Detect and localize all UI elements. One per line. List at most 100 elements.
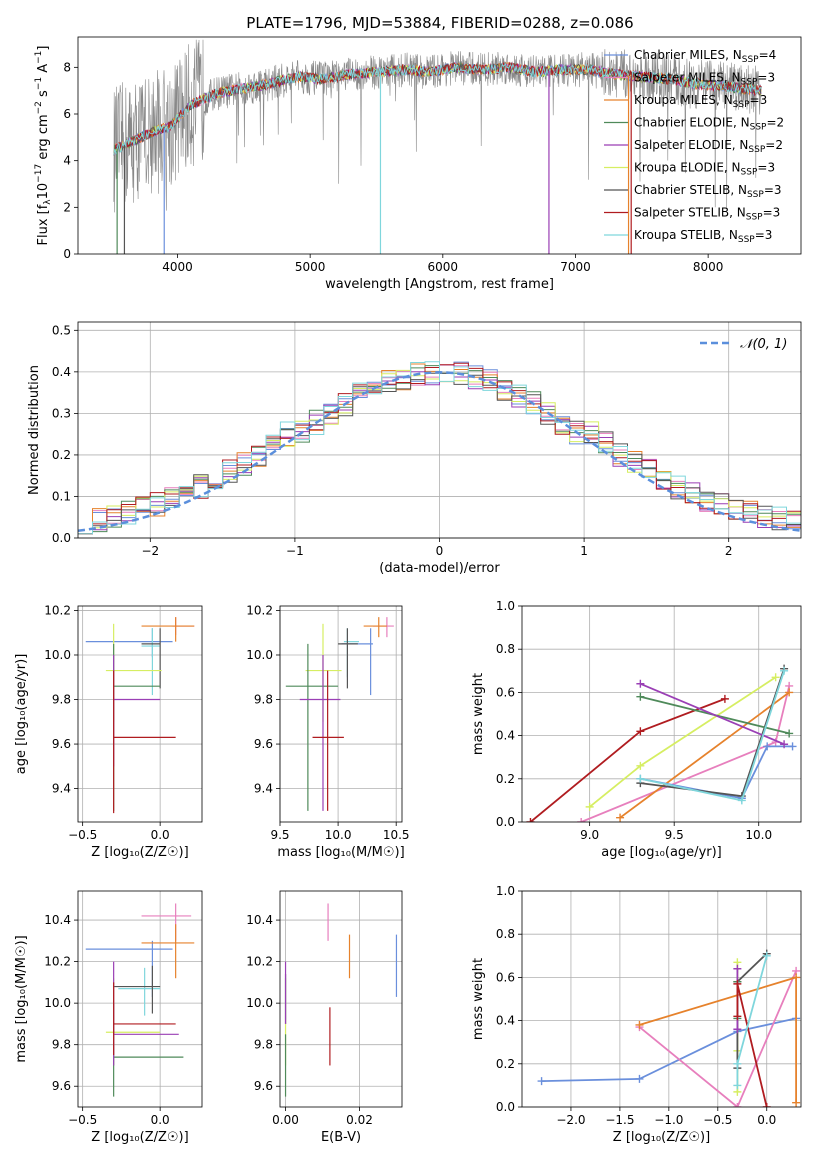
- x-axis-label: E(B-V): [321, 1130, 361, 1145]
- series-marker: [577, 818, 586, 822]
- series-marker: [733, 979, 742, 988]
- y-axis-label-part: ]: [36, 46, 51, 51]
- x-axis-label: mass [log₁₀(M/M☉)]: [277, 845, 404, 860]
- legend-entry-end: =3: [755, 228, 773, 242]
- legend-entry: Salpeter ELODIE, NSSP=2: [634, 138, 783, 155]
- series-marker: [771, 673, 780, 682]
- plot-area: [537, 949, 801, 1107]
- series-marker: [636, 727, 645, 736]
- x-tick-label: 10.5: [383, 828, 410, 842]
- panel-2: −0.5 0.0 9.4 9.6 9.8 10.0 10.2 Z [log₁₀(Z/Z☉)] a…: [14, 603, 203, 860]
- legend-entry-end: =3: [757, 71, 775, 85]
- panel-6: 0.00 0.02 9.6 9.8 10.0 10.2 10.4 E(B-V): [246, 890, 403, 1145]
- series-marker: [635, 1020, 644, 1029]
- y-axis-label: Flux [fλ10−17 erg cm−2 s−1 A−1]: [34, 46, 53, 246]
- model-spectrum-line: [113, 62, 762, 156]
- legend-entry-sub: SSP: [741, 78, 758, 88]
- series-marker: [636, 692, 645, 701]
- axes-frame: [77, 36, 802, 255]
- panel-5: −0.5 0.0 9.6 9.8 10.0 10.2 10.4 Z [log₁₀(Z/Z☉)]…: [14, 890, 203, 1145]
- y-axis-label: mass [log₁₀(M/M☉)]: [14, 935, 29, 1062]
- panel-3: 9.5 10.0 10.5 9.4 9.6 9.8 10.0 10.2 mass [log₁₀(…: [246, 603, 409, 860]
- x-tick-label: 9.5: [665, 828, 684, 842]
- legend-entry: Kroupa ELODIE, NSSP=3: [634, 161, 775, 178]
- series-marker: [788, 742, 797, 751]
- legend-entry-main: Salpeter STELIB, N: [634, 206, 746, 220]
- x-tick-label: 7000: [560, 260, 591, 274]
- y-tick-label: 0.4: [496, 729, 515, 743]
- x-axis-label: Z [log₁₀(Z/Z☉)]: [91, 1130, 188, 1145]
- legend-entry-main: Kroupa ELODIE, N: [634, 161, 741, 175]
- normal-pdf-line: [78, 371, 801, 532]
- series-marker: [733, 1081, 742, 1090]
- series-marker: [733, 964, 742, 973]
- series-marker: [792, 1098, 801, 1107]
- series-marker: [792, 973, 801, 982]
- x-tick-label: −1.5: [605, 1113, 634, 1127]
- plot-area: [113, 39, 762, 254]
- y-axis-label-part: −17: [34, 164, 44, 183]
- axes-frame: [521, 890, 802, 1108]
- x-tick-label: 0.0: [151, 1113, 170, 1127]
- legend-entry: Salpeter MILES, NSSP=3: [634, 71, 775, 88]
- x-axis-label: Z [log₁₀(Z/Z☉)]: [91, 845, 188, 860]
- y-tick-label: 9.4: [254, 782, 273, 796]
- legend-entry-main: Kroupa MILES, N: [634, 93, 733, 107]
- y-tick-label: 0.6: [496, 970, 515, 984]
- legend-entry: Chabrier MILES, NSSP=4: [634, 48, 776, 65]
- x-tick-label: 0.0: [151, 828, 170, 842]
- y-axis-label-part: λ: [43, 199, 53, 205]
- y-tick-label: 0.4: [52, 365, 71, 379]
- y-tick-label: 10.0: [44, 996, 71, 1010]
- legend-entry-main: Chabrier ELODIE, N: [634, 116, 750, 130]
- x-axis-label: (data-model)/error: [379, 561, 500, 576]
- legend-entry-main: Chabrier MILES, N: [634, 48, 742, 62]
- x-tick-label: 10.0: [745, 828, 772, 842]
- x-tick-label: −2: [141, 544, 159, 558]
- series-marker: [537, 1077, 546, 1086]
- legend-entry-main: Salpeter ELODIE, N: [634, 138, 748, 152]
- y-tick-label: 9.8: [52, 1038, 71, 1052]
- legend-entry-sub: SSP: [738, 235, 755, 245]
- series-line: [541, 1017, 797, 1082]
- y-tick-label: 10.2: [246, 955, 273, 969]
- y-tick-label: 0.4: [496, 1014, 515, 1028]
- y-tick-label: 1.0: [496, 884, 515, 898]
- series-marker: [785, 688, 794, 697]
- legend-entry-sub: SSP: [742, 55, 759, 65]
- x-tick-label: 0.0: [757, 1113, 776, 1127]
- chart-title: PLATE=1796, MJD=53884, FIBERID=0288, z=0…: [246, 14, 633, 32]
- y-tick-label: 10.0: [246, 648, 273, 662]
- series-line: [638, 970, 797, 1107]
- legend-entry-sub: SSP: [746, 213, 763, 223]
- x-tick-label: 6000: [428, 260, 459, 274]
- x-tick-label: −2.0: [556, 1113, 585, 1127]
- x-tick-label: 0.02: [346, 1113, 373, 1127]
- series-marker: [762, 1103, 771, 1107]
- y-axis-label-part: erg cm: [36, 114, 51, 163]
- y-axis-label: mass weight: [471, 673, 486, 755]
- x-tick-label: 9.5: [270, 828, 289, 842]
- y-tick-label: 4: [63, 154, 71, 168]
- x-tick-label: −1: [286, 544, 304, 558]
- y-tick-label: 10.0: [44, 648, 71, 662]
- series-marker: [526, 818, 535, 822]
- y-tick-label: 10.2: [44, 603, 71, 617]
- legend-entry: Salpeter STELIB, NSSP=3: [634, 206, 780, 223]
- y-tick-label: 1.0: [496, 599, 515, 613]
- y-tick-label: 10.2: [246, 603, 273, 617]
- series-marker: [780, 740, 789, 749]
- plot-area: [85, 617, 195, 814]
- y-axis-label-part: −1: [34, 77, 44, 90]
- legend-entry-main: Salpeter MILES, N: [634, 71, 741, 85]
- y-tick-label: 2: [63, 200, 71, 214]
- axes-frame: [77, 890, 203, 1108]
- series-marker: [616, 813, 625, 822]
- y-tick-label: 9.8: [52, 693, 71, 707]
- y-tick-label: 10.0: [246, 996, 273, 1010]
- x-tick-label: 2: [725, 544, 733, 558]
- plot-area: [285, 617, 394, 811]
- series-marker: [733, 1103, 742, 1107]
- y-tick-label: 0.3: [52, 406, 71, 420]
